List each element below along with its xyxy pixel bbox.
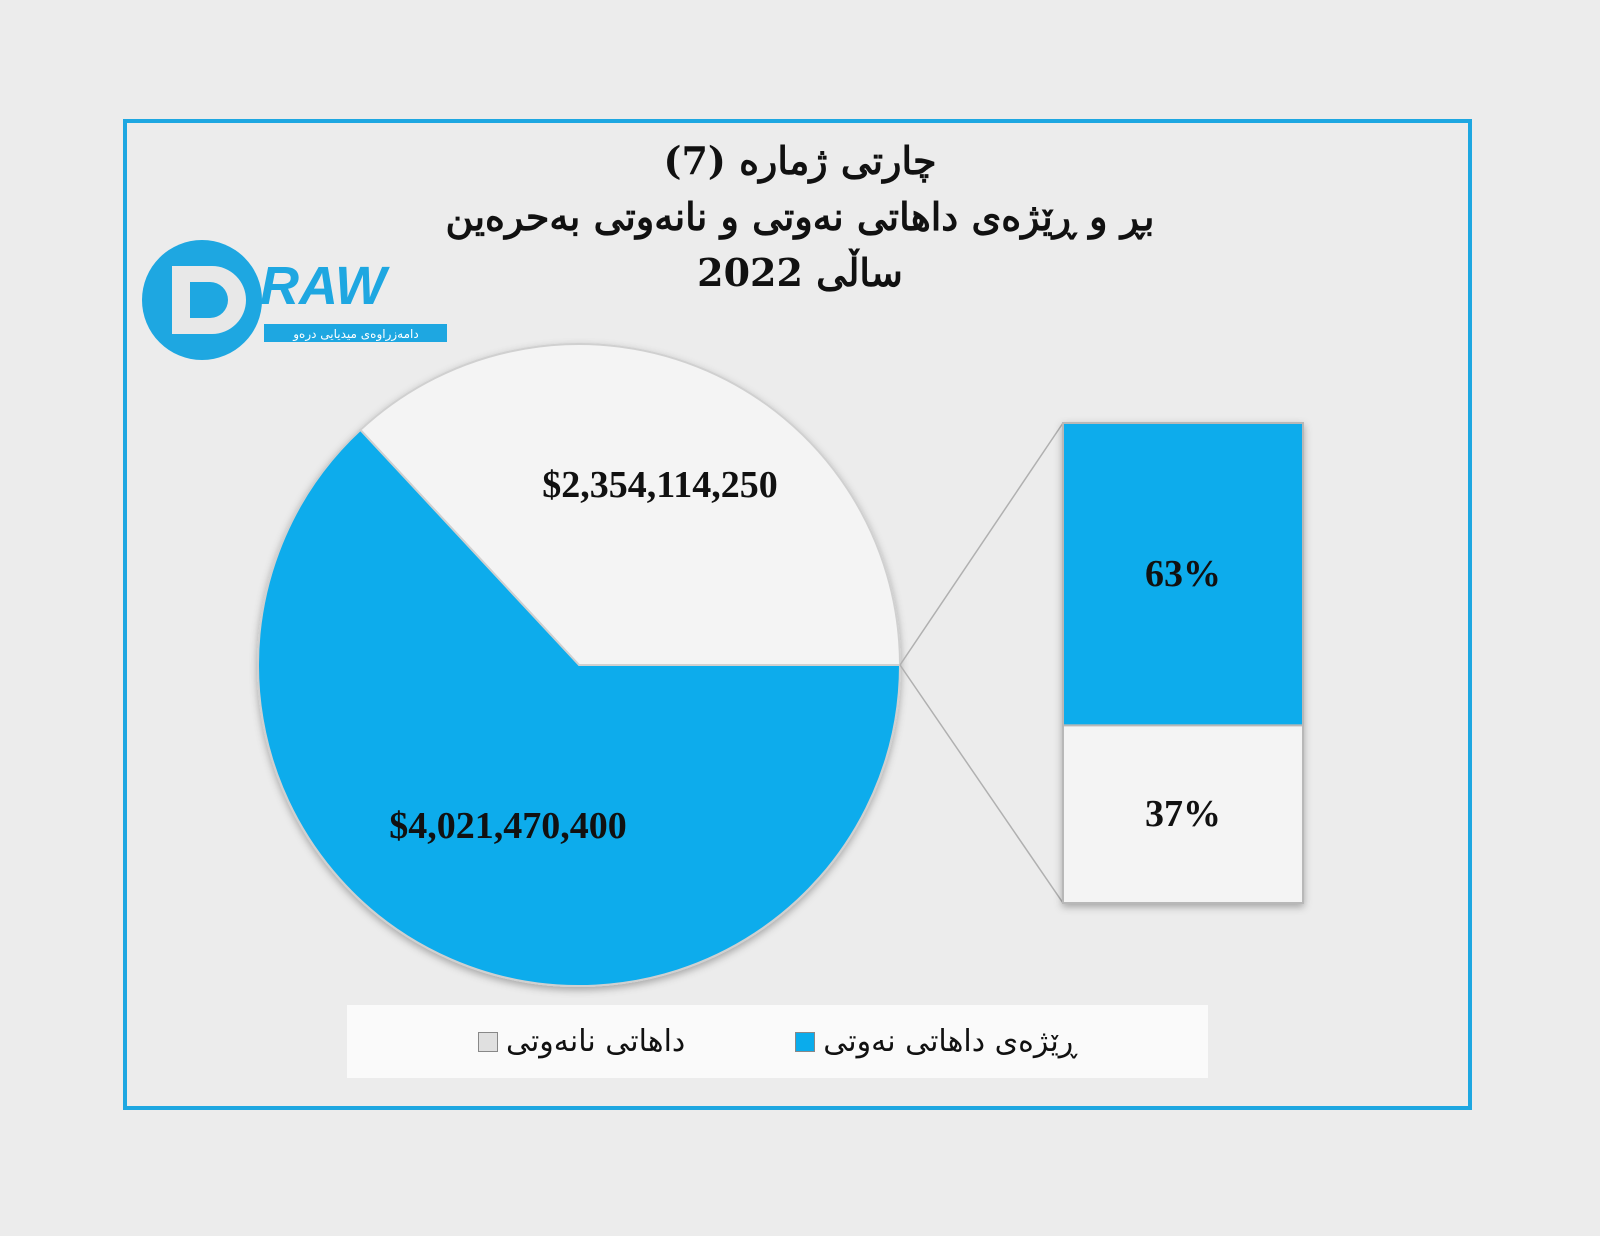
bar-segment-1 [1062, 724, 1304, 905]
draw-logo: RAW دامەزراوەی میدیایی درەو [142, 240, 447, 360]
pie-slice-1 [257, 428, 902, 987]
chart-title-line3: ساڵی 2022 [697, 250, 903, 295]
legend-label-oil: ڕێژەی داهاتی نەوتی [823, 1024, 1078, 1059]
pie-data-label-0: $2,354,114,250 [542, 464, 777, 506]
logo-wordmark: RAW [260, 256, 390, 316]
legend-swatch-oil [795, 1031, 816, 1052]
connector-line-top [899, 422, 1064, 666]
chart-title-line2: بڕ و ڕێژەی داهاتی نەوتی و نانەوتی بەحرەی… [445, 194, 1155, 239]
legend-item-non-oil: داهاتی نانەوتی [477, 1024, 686, 1059]
chart-frame [123, 119, 1472, 1110]
logo-subtitle: دامەزراوەی میدیایی درەو [292, 327, 418, 342]
chart-title-line1: چارتی ژماره (7) [663, 138, 937, 183]
legend-item-oil: ڕێژەی داهاتی نەوتی [795, 1024, 1077, 1059]
legend: ڕێژەی داهاتی نەوتی داهاتی نانەوتی [347, 1005, 1208, 1078]
bar-data-label-1: 37% [1145, 793, 1221, 835]
pie-slice-0 [358, 343, 902, 666]
bar-segment-0 [1062, 422, 1304, 727]
pie-data-label-1: $4,021,470,400 [389, 805, 627, 847]
chart-title: چارتی ژماره (7) بڕ و ڕێژەی داهاتی نەوتی … [0, 136, 1600, 298]
connector-line-bottom [899, 664, 1064, 904]
bar-data-label-0: 63% [1145, 553, 1221, 595]
legend-label-non-oil: داهاتی نانەوتی [505, 1024, 686, 1059]
legend-swatch-non-oil [477, 1031, 498, 1052]
